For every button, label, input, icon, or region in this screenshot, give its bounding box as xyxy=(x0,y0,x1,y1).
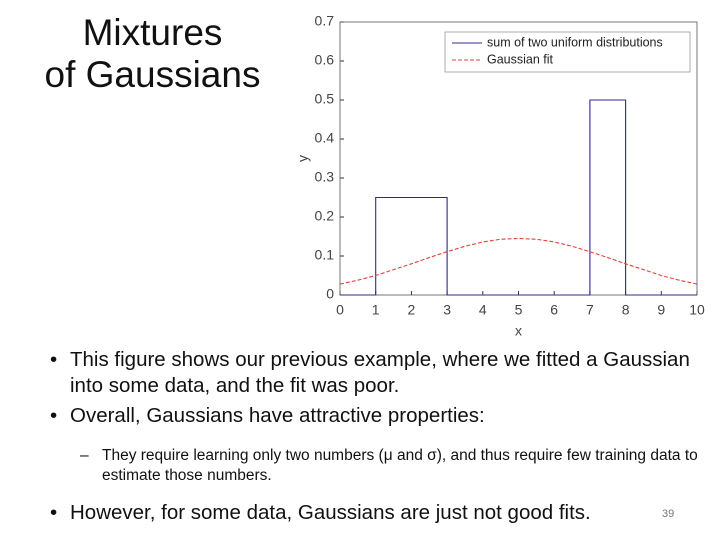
sub-bullet: They require learning only two numbers (… xyxy=(80,446,712,486)
chart: 0 0.1 0.2 0.3 0.4 0.5 0.6 0.7 0 1 2 3 4 5 6 7 8 9 10 x y sum … xyxy=(295,13,705,339)
bullet: Overall, Gaussians have attractive prope… xyxy=(50,403,690,429)
legend-label: Gaussian fit xyxy=(487,52,554,66)
y-tick-label: 0.5 xyxy=(315,91,335,107)
page-number: 39 xyxy=(662,508,675,520)
legend-box xyxy=(444,31,691,73)
y-tick-label: 0.2 xyxy=(315,208,335,224)
x-tick-label: 6 xyxy=(550,302,558,318)
x-tick-label: 0 xyxy=(336,302,344,318)
x-axis-label: x xyxy=(515,323,522,339)
y-tick-label: 0.4 xyxy=(315,130,335,146)
x-tick-label: 5 xyxy=(515,302,523,318)
y-axis-label: y xyxy=(295,155,311,162)
title-line: Mixtures xyxy=(82,12,223,53)
x-tick-label: 8 xyxy=(622,302,630,318)
x-tick-label: 2 xyxy=(408,302,416,318)
y-tick-label: 0.6 xyxy=(315,52,335,68)
y-tick-label: 0.7 xyxy=(315,13,335,29)
series-line xyxy=(340,99,697,296)
x-tick-label: 9 xyxy=(657,302,665,318)
x-tick-label: 4 xyxy=(479,302,487,318)
y-tick-label: 0.3 xyxy=(315,169,335,185)
bullet: However, for some data, Gaussians are ju… xyxy=(50,500,690,526)
bullet: This figure shows our previous example, … xyxy=(50,347,690,399)
y-tick-label: 0 xyxy=(326,286,334,302)
y-tick-label: 0.1 xyxy=(315,247,335,263)
title-line: of Gaussians xyxy=(44,54,261,95)
series-line xyxy=(339,237,698,285)
x-tick-label: 1 xyxy=(372,302,380,318)
legend-label: sum of two uniform distributions xyxy=(487,35,663,49)
x-tick-label: 3 xyxy=(443,302,451,318)
x-tick-label: 7 xyxy=(586,302,594,318)
x-tick-label: 10 xyxy=(689,302,705,318)
slide-title: Mixtures of Gaussians xyxy=(20,12,285,96)
